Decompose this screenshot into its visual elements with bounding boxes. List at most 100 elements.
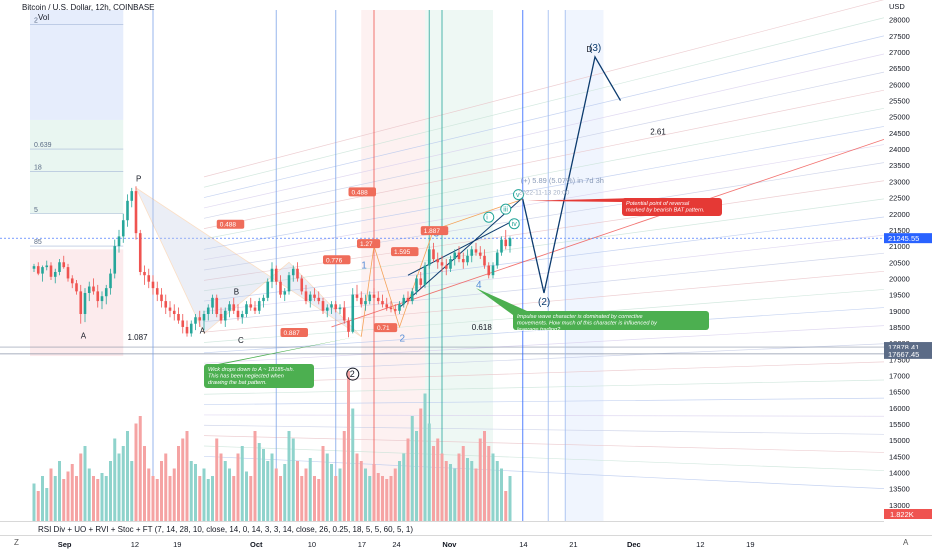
time-tick: 14 [519, 540, 527, 549]
volume-bar [402, 453, 406, 521]
candle-body [49, 265, 53, 277]
volume-bar [62, 479, 66, 521]
volume-bar [143, 446, 146, 521]
subwave-circle [500, 203, 512, 215]
volume-bar [168, 476, 172, 521]
fan-line [203, 144, 885, 261]
candle-body [334, 304, 338, 310]
ratio-tag [391, 247, 419, 257]
annotation-pointer [476, 288, 527, 315]
price-tick: 14000 [889, 468, 910, 477]
price-tick: 22000 [889, 210, 910, 219]
candle-body [491, 265, 495, 276]
volume-bar [406, 438, 410, 521]
time-tick: 10 [308, 540, 316, 549]
price-badge-label: 17878.41 [888, 343, 919, 352]
wave-circle [346, 367, 360, 381]
candle-body [389, 307, 393, 310]
volume-bar [410, 416, 414, 521]
subwave-circle [513, 189, 524, 201]
ratio-tag-label: 1.595 [394, 249, 411, 256]
indicator-label[interactable]: RSI Div + UO + RVI + Stoc + FT (7, 14, 2… [38, 525, 414, 534]
candle-body [53, 271, 57, 277]
candle-body [508, 238, 512, 247]
fan-line [203, 325, 885, 364]
volume-bar [113, 438, 117, 521]
candle-body [134, 191, 138, 234]
pattern-label: B [234, 288, 239, 297]
zoom-button[interactable]: Z [14, 538, 19, 547]
price-tick: 14500 [889, 452, 910, 461]
candle-body [308, 294, 312, 302]
fan-line [203, 216, 885, 302]
volume-bar [83, 446, 87, 521]
time-tick: Sep [58, 540, 72, 549]
volume-bar [223, 461, 227, 521]
projection-label: (+) 5.89 (5.07%) in 7d 3h [521, 176, 604, 185]
volume-bar [253, 431, 257, 521]
wave-projection: (2) (3) [522, 43, 622, 308]
candle-body [92, 286, 95, 292]
candle-body [79, 291, 83, 315]
ratio-tag [348, 187, 376, 197]
ratio-tag [374, 323, 398, 333]
candle-body [75, 283, 78, 292]
price-tick: 21500 [889, 226, 910, 235]
candle-body [500, 239, 503, 253]
price-tick: 22500 [889, 194, 910, 203]
candle-body [66, 267, 70, 279]
volume-bar [291, 438, 295, 521]
annotation-text: marked by bearish BAT pattern. [626, 208, 705, 214]
auto-scale-button[interactable]: A [903, 538, 909, 547]
pattern-label: A [81, 331, 87, 340]
annotation-text: movements. How much of this character is… [517, 321, 658, 327]
volume-bar [274, 468, 278, 521]
price-badge [884, 233, 932, 244]
candle-body [257, 301, 261, 311]
candle-body [487, 265, 491, 276]
volume-bar [376, 473, 380, 521]
volume-bar [53, 476, 57, 521]
candle-body [325, 307, 329, 311]
candle-body [185, 326, 189, 334]
time-axis: Sep 12 19 Oct 10 17 24 Nov 14 21 Dec 12 19 [58, 540, 755, 549]
price-axis: USD 13000 13500 14000 14500 15000 15500 16000 16… [884, 0, 932, 535]
candle-body [202, 314, 206, 321]
annotation-text: Potential point of reversal [626, 201, 690, 207]
fan-line [203, 198, 885, 292]
volume-bar [45, 488, 49, 521]
candle-body [279, 281, 282, 295]
fan-line [203, 307, 885, 354]
time-tick: 12 [131, 540, 139, 549]
volume-bar [185, 431, 189, 521]
candle-body [359, 297, 363, 305]
candle-body [372, 294, 376, 298]
volume-bar [453, 468, 457, 521]
candle-body [70, 278, 74, 284]
volume-bar [491, 453, 495, 521]
red-trend-line [331, 138, 885, 328]
candle-body [96, 291, 100, 302]
candle-body [138, 233, 142, 272]
ratio-tag-label: 1.27 [360, 241, 373, 248]
candle-body [402, 297, 406, 305]
candle-body [147, 275, 151, 282]
annotation-text: Wick drops down to A ~ 18185-ish. [208, 367, 294, 373]
volume-bar [355, 453, 359, 521]
volume-bar [398, 461, 401, 521]
volume-bar [334, 476, 338, 521]
candle-body [155, 288, 159, 295]
volume-bar [483, 431, 486, 521]
time-axis-divider [0, 535, 932, 536]
fan-line [203, 0, 885, 178]
candle-body [143, 271, 146, 276]
price-tick: 17500 [889, 355, 910, 364]
time-tick: Nov [442, 540, 457, 549]
price-tick: 25500 [889, 97, 910, 106]
projection-date: 2022-11-13 20:00 [519, 189, 570, 196]
candle-body [130, 191, 134, 201]
volume-badge-label: 1.822K [890, 510, 914, 519]
volume-bar [245, 471, 248, 521]
